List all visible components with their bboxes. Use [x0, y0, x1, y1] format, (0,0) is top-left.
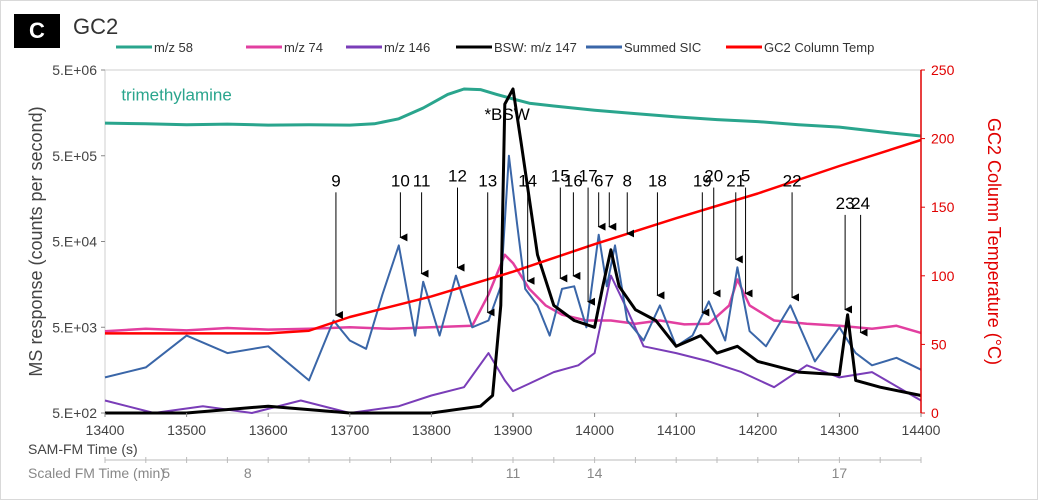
left-tick-label: 5.E+03 [52, 319, 97, 335]
peak-label: 22 [783, 171, 802, 190]
series-layer [104, 87, 922, 415]
x-tick-label: 13700 [330, 422, 369, 438]
annotation-label: *BSW [484, 105, 529, 124]
left-axis-title: MS response (counts per second) [26, 106, 46, 376]
panel-title: GC2 [73, 14, 119, 39]
right-tick-label: 150 [931, 199, 955, 215]
peak-label: 5 [741, 167, 750, 186]
x-tick-label: 14200 [738, 422, 777, 438]
secondary-tick-label: 11 [506, 465, 521, 481]
peak-label: 20 [704, 167, 723, 186]
right-tick-label: 250 [931, 62, 955, 78]
right-axis-title: GC2 Column Temperature (°C) [984, 118, 1004, 365]
x-tick-label: 13400 [86, 422, 125, 438]
peak-label: 12 [448, 167, 467, 186]
legend: m/z 58 m/z 74 m/z 146 BSW: m/z 147 Summed SI… [116, 40, 874, 55]
annotation-label: trimethylamine [121, 86, 232, 105]
series-line-gc2-column-temp [105, 138, 922, 335]
x-axis-title: SAM-FM Time (s) [28, 441, 138, 457]
left-tick-label: 5.E+02 [52, 405, 97, 421]
series-line-bsw-m-z-147 [105, 87, 922, 415]
peak-label: 9 [331, 171, 340, 190]
secondary-tick-label: 8 [244, 465, 252, 481]
peak-label: 14 [518, 171, 537, 190]
x-tick-label: 14000 [575, 422, 614, 438]
x-tick-label: 14400 [902, 422, 941, 438]
left-tick-label: 5.E+05 [52, 148, 97, 164]
peak-label: 10 [391, 171, 410, 190]
x-tick-label: 14100 [657, 422, 696, 438]
peak-label: 17 [579, 167, 598, 186]
legend-item-label: m/z 146 [384, 40, 430, 55]
legend-item-label: GC2 Column Temp [764, 40, 874, 55]
right-tick-label: 100 [931, 268, 955, 284]
right-tick-label: 200 [931, 131, 955, 147]
right-tick-label: 0 [931, 405, 939, 421]
series-line-summed-sic [104, 154, 922, 382]
x-tick-label: 13600 [249, 422, 288, 438]
panel-label: C [14, 14, 60, 48]
secondary-tick-label: 17 [832, 465, 848, 481]
legend-item-label: m/z 58 [154, 40, 193, 55]
series-line-m-z-74 [104, 253, 922, 335]
peak-label: 21 [726, 171, 745, 190]
peak-label: 16 [564, 171, 583, 190]
secondary-axis-title: Scaled FM Time (min) [28, 465, 165, 481]
peak-label: 8 [623, 171, 632, 190]
peak-label: 11 [413, 171, 431, 190]
peak-label: 13 [478, 171, 497, 190]
left-tick-label: 5.E+04 [52, 234, 97, 250]
legend-item-label: m/z 74 [284, 40, 323, 55]
series-line-m-z-146 [104, 274, 922, 414]
x-tick-label: 14300 [820, 422, 859, 438]
series-line-m-z-58 [104, 87, 922, 138]
left-tick-label: 5.E+06 [52, 62, 97, 78]
axes: 5.E+02 5.E+03 5.E+04 5.E+05 5.E+06 0 50 100 150 2… [26, 62, 1004, 481]
peak-label: 6 [594, 171, 603, 190]
x-tick-label: 13800 [412, 422, 451, 438]
peak-label: 23 [836, 194, 855, 213]
x-tick-label: 13900 [494, 422, 533, 438]
secondary-tick-label: 14 [587, 465, 603, 481]
legend-item-label: Summed SIC [624, 40, 701, 55]
legend-item-label: BSW: m/z 147 [494, 40, 577, 55]
peak-label: 7 [605, 171, 614, 190]
peak-label: 19 [693, 171, 712, 190]
peak-label: 24 [851, 194, 870, 213]
right-tick-label: 50 [931, 336, 947, 352]
x-tick-label: 13500 [167, 422, 206, 438]
peak-label: 15 [551, 167, 570, 186]
peak-label: 18 [648, 171, 667, 190]
secondary-tick-label: 5 [162, 465, 170, 481]
